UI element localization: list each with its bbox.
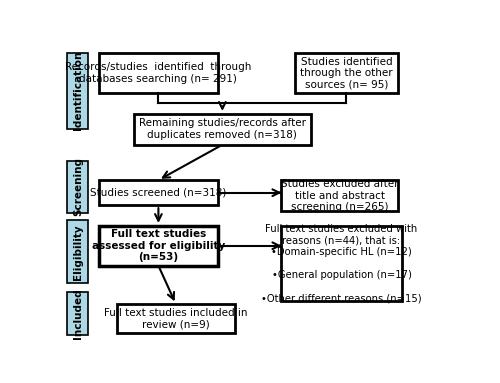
Text: Included: Included [73,288,83,339]
FancyBboxPatch shape [117,304,235,334]
FancyBboxPatch shape [295,53,398,93]
FancyBboxPatch shape [67,220,88,283]
FancyBboxPatch shape [100,53,218,93]
FancyBboxPatch shape [282,180,398,211]
Text: Identification: Identification [73,51,83,131]
FancyBboxPatch shape [282,226,402,301]
Text: Full text studies
assessed for eligibility
(n=53): Full text studies assessed for eligibili… [92,229,225,262]
Text: Remaining studies/records after
duplicates removed (n=318): Remaining studies/records after duplicat… [139,118,306,140]
Text: Studies identified
through the other
sources (n= 95): Studies identified through the other sou… [300,57,392,90]
FancyBboxPatch shape [134,114,310,145]
FancyBboxPatch shape [67,161,88,213]
Text: Screening: Screening [73,157,83,216]
Text: Full text studies included in
review (n=9): Full text studies included in review (n=… [104,308,248,329]
Text: Studies excluded after
title and abstract
screening (n=265): Studies excluded after title and abstrac… [281,179,398,212]
FancyBboxPatch shape [100,180,218,205]
Text: Records/studies  identified  through
databases searching (n= 291): Records/studies identified through datab… [65,62,252,84]
FancyBboxPatch shape [67,53,88,129]
Text: Studies screened (n=318): Studies screened (n=318) [90,188,226,198]
Text: Full text studies excluded with
reasons (n=44), that is:
•Domain-specific HL (n=: Full text studies excluded with reasons … [261,224,422,303]
FancyBboxPatch shape [67,292,88,335]
FancyBboxPatch shape [100,226,218,266]
Text: Eligibility: Eligibility [73,224,83,280]
